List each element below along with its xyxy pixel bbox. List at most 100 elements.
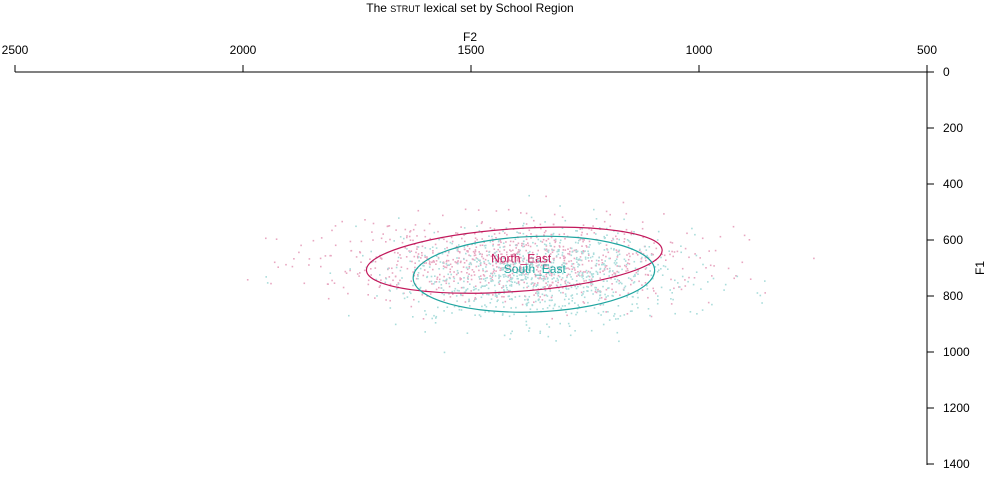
data-point <box>470 263 473 266</box>
data-point <box>446 254 449 257</box>
data-point <box>645 259 647 262</box>
data-point <box>629 241 631 243</box>
data-point <box>489 263 492 265</box>
data-point <box>713 265 715 267</box>
data-point <box>457 247 459 249</box>
data-point <box>568 282 571 284</box>
data-point <box>527 301 530 304</box>
data-point <box>582 275 584 277</box>
data-point <box>601 262 604 264</box>
data-point <box>406 296 409 298</box>
data-point <box>691 227 693 230</box>
data-point <box>535 261 537 264</box>
data-point <box>435 260 438 262</box>
data-point <box>509 289 511 292</box>
data-point <box>668 250 670 252</box>
data-point <box>537 277 539 279</box>
data-point <box>584 256 587 259</box>
data-point <box>497 240 500 243</box>
data-point <box>378 286 381 288</box>
data-point <box>399 236 402 238</box>
data-point <box>526 286 528 289</box>
data-point <box>501 295 503 298</box>
data-point <box>427 271 429 273</box>
data-point <box>607 311 609 313</box>
data-point <box>508 259 511 261</box>
data-point <box>581 251 583 253</box>
data-point <box>646 288 649 290</box>
data-point <box>657 230 660 233</box>
data-point <box>637 306 639 309</box>
data-point <box>484 277 487 280</box>
data-point <box>553 277 555 279</box>
data-point <box>705 267 707 269</box>
data-point <box>558 289 560 292</box>
data-point <box>552 233 554 236</box>
data-point <box>505 227 508 229</box>
data-point <box>502 260 504 263</box>
data-point <box>582 271 585 273</box>
data-point <box>485 263 488 266</box>
data-point <box>429 248 431 250</box>
data-point <box>416 255 419 258</box>
data-point <box>503 292 505 294</box>
data-point <box>613 315 615 317</box>
data-point <box>372 239 374 241</box>
data-point <box>633 260 636 263</box>
data-point <box>671 242 674 244</box>
data-point <box>676 250 679 253</box>
data-point <box>484 247 487 249</box>
data-point <box>512 240 515 243</box>
data-point <box>518 283 521 286</box>
data-point <box>437 256 440 259</box>
data-point <box>397 252 399 254</box>
data-point <box>619 315 622 317</box>
data-point <box>522 286 525 289</box>
data-point <box>523 222 525 225</box>
data-point <box>484 285 486 287</box>
data-point <box>414 224 417 226</box>
data-point <box>741 261 744 264</box>
data-point <box>508 274 511 277</box>
data-point <box>614 278 616 280</box>
data-point <box>580 259 582 262</box>
data-point <box>711 275 713 277</box>
data-point <box>550 244 552 247</box>
data-point <box>416 246 418 248</box>
data-point <box>385 241 387 243</box>
data-point <box>539 266 542 268</box>
data-point <box>417 272 420 274</box>
data-point <box>418 256 420 258</box>
data-point <box>424 235 427 238</box>
data-point <box>652 287 654 290</box>
data-point <box>582 277 585 280</box>
data-point <box>601 259 603 261</box>
data-point <box>544 253 547 255</box>
data-point <box>512 253 515 255</box>
data-point <box>657 299 659 301</box>
data-point <box>434 281 436 283</box>
data-point <box>513 265 515 268</box>
data-point <box>511 254 513 256</box>
data-point <box>435 288 438 291</box>
data-point <box>473 286 475 288</box>
data-point <box>347 292 349 295</box>
data-point <box>515 262 517 264</box>
data-point <box>543 248 546 250</box>
data-point <box>414 266 416 269</box>
data-point <box>579 275 581 277</box>
data-point <box>609 213 611 216</box>
data-point <box>657 295 659 297</box>
data-point <box>432 268 434 271</box>
data-point <box>576 283 578 285</box>
data-point <box>603 269 606 271</box>
data-point <box>498 243 501 246</box>
data-point <box>608 275 610 277</box>
data-point <box>472 250 475 253</box>
data-point <box>474 314 476 316</box>
data-point <box>438 281 441 283</box>
data-point <box>492 271 495 273</box>
data-point <box>509 267 511 270</box>
data-point <box>421 254 423 257</box>
data-point <box>575 251 578 253</box>
